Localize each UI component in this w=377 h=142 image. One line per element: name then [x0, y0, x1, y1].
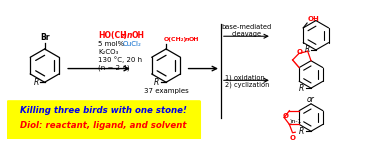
Text: R: R	[154, 78, 159, 87]
Text: n: n	[127, 31, 132, 40]
Text: R: R	[305, 45, 310, 54]
Text: O(CH₂): O(CH₂)	[164, 37, 187, 42]
Text: 2) cyclization: 2) cyclization	[225, 82, 269, 88]
Text: 5 mol%: 5 mol%	[98, 41, 127, 47]
FancyBboxPatch shape	[8, 101, 200, 139]
Text: O: O	[297, 49, 303, 56]
Text: R: R	[34, 78, 39, 87]
Text: Killing three birds with one stone!: Killing three birds with one stone!	[20, 106, 187, 115]
Text: or: or	[307, 95, 315, 104]
Text: ₂): ₂)	[121, 31, 128, 40]
Text: O: O	[289, 135, 295, 141]
Text: Br: Br	[40, 33, 49, 42]
Text: 37 examples: 37 examples	[144, 88, 188, 94]
Text: CuCl₂: CuCl₂	[123, 41, 142, 47]
Text: Diol: reactant, ligand, and solvent: Diol: reactant, ligand, and solvent	[20, 121, 187, 130]
Text: n: n	[185, 37, 189, 42]
Text: OH: OH	[308, 16, 320, 22]
Text: OH: OH	[132, 31, 145, 40]
Text: OH: OH	[188, 37, 199, 42]
Text: K₂CO₃: K₂CO₃	[98, 49, 119, 55]
Text: cleavage: cleavage	[231, 31, 261, 37]
Text: (n = 2-4): (n = 2-4)	[98, 64, 130, 71]
Text: 130 °C, 20 h: 130 °C, 20 h	[98, 56, 143, 63]
Text: base-mediated: base-mediated	[221, 24, 271, 30]
Text: R: R	[299, 127, 304, 136]
Text: )n-1: )n-1	[290, 119, 302, 124]
Text: R: R	[299, 84, 304, 93]
Text: 1) oxidation: 1) oxidation	[225, 74, 265, 81]
Text: HO(CH: HO(CH	[98, 31, 127, 40]
Text: O: O	[282, 113, 288, 119]
